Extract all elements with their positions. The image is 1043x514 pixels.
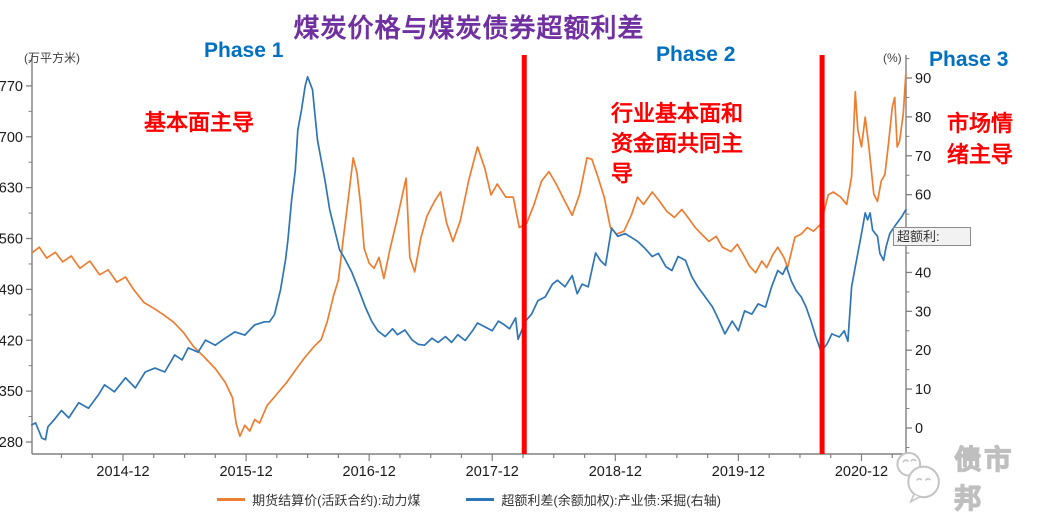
annotation-fundamentals-and-funding: 行业基本面和资金面共同主导 xyxy=(611,101,744,186)
x-axis-tick-label: 2016-12 xyxy=(343,464,396,480)
series-hover-tooltip: 超额利: xyxy=(893,227,971,246)
excess-spread-series-line xyxy=(31,75,907,441)
bondmarket-mascot-icon xyxy=(896,451,940,504)
right-axis-tick-label: 10 xyxy=(915,382,931,398)
left-axis-tick-label: 700 xyxy=(0,130,23,146)
watermark: 债市邦 xyxy=(893,438,1043,514)
left-axis-tick-label: 490 xyxy=(0,282,23,298)
x-axis-tick-label: 2014-12 xyxy=(96,464,149,480)
x-axis-tick-label: 2017-12 xyxy=(466,464,519,480)
right-axis-unit-label: (%) xyxy=(883,51,902,65)
right-axis-tick-label: 20 xyxy=(915,343,931,359)
legend-item-coal-price: 期货结算价(活跃合约):动力煤 xyxy=(217,490,420,509)
right-axis-tick-label: 90 xyxy=(915,71,931,87)
x-axis-tick-label: 2015-12 xyxy=(219,464,272,480)
right-axis-tick-label: 70 xyxy=(915,149,931,165)
legend-item-excess-spread: 超额利差(余额加权):产业债:采掘(右轴) xyxy=(466,490,721,509)
right-axis-tick-label: 30 xyxy=(915,304,931,320)
orange-line-swatch xyxy=(217,497,246,501)
x-axis-tick-label: 2018-12 xyxy=(589,464,642,480)
right-axis-tick-label: 60 xyxy=(915,188,931,204)
left-axis-tick-label: 560 xyxy=(0,232,23,248)
blue-line-swatch xyxy=(466,497,495,501)
left-axis-tick-label: 350 xyxy=(0,384,23,400)
chart-legend: 期货结算价(活跃合约):动力煤 超额利差(余额加权):产业债:采掘(右轴) xyxy=(32,489,906,509)
watermark-text: 债市邦 xyxy=(954,444,1015,514)
legend-label-excess-spread: 超额利差(余额加权):产业债:采掘(右轴) xyxy=(501,492,721,508)
left-axis-tick-label: 420 xyxy=(0,333,23,349)
right-axis-tick-label: 80 xyxy=(915,110,931,126)
coal-price-series-line xyxy=(31,73,907,438)
x-axis-tick-label: 2019-12 xyxy=(712,464,765,480)
annotation-market-sentiment: 市场情绪主导 xyxy=(947,111,1014,167)
left-axis-tick-label: 630 xyxy=(0,181,23,197)
phase3-label: Phase 3 xyxy=(929,48,1009,71)
chart-title: 煤炭价格与煤炭债券超额利差 xyxy=(293,13,645,43)
right-axis-tick-label: 0 xyxy=(915,421,923,437)
x-axis-tick-label: 2020-12 xyxy=(835,464,888,480)
left-axis-unit-label: (万平方米) xyxy=(24,51,80,65)
legend-label-coal-price: 期货结算价(活跃合约):动力煤 xyxy=(252,492,421,508)
phase1-label: Phase 1 xyxy=(204,39,284,62)
right-axis-tick-label: 40 xyxy=(915,265,931,281)
left-axis-tick-label: 280 xyxy=(0,435,23,451)
phase2-label: Phase 2 xyxy=(656,43,736,66)
left-axis-tick-label: 770 xyxy=(0,79,23,95)
annotation-fundamentals: 基本面主导 xyxy=(144,110,255,135)
